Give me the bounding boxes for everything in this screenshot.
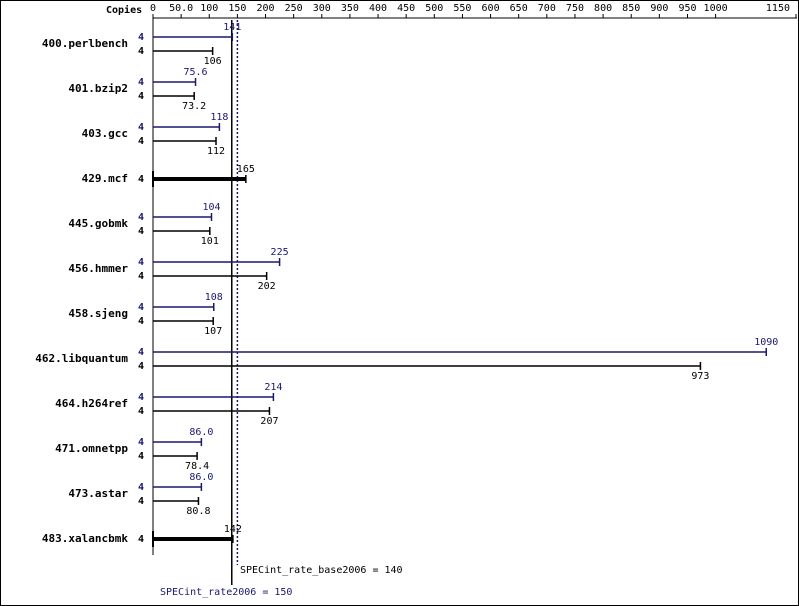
copies-label: 4 [138, 316, 144, 327]
copies-header: Copies [106, 4, 142, 16]
value-label: 141 [223, 22, 241, 33]
copies-label: 4 [138, 91, 144, 102]
copies-label: 4 [138, 32, 144, 43]
value-label: 108 [205, 292, 223, 303]
x-tick-label: 500 [425, 3, 443, 14]
copies-label: 4 [138, 212, 144, 223]
value-label: 207 [260, 416, 278, 427]
x-tick-label: 900 [650, 3, 668, 14]
value-label: 1090 [754, 337, 778, 348]
x-tick-label: 250 [285, 3, 303, 14]
copies-label: 4 [138, 302, 144, 313]
x-tick-label: 200 [256, 3, 274, 14]
copies-label: 4 [138, 392, 144, 403]
x-tick-label: 850 [622, 3, 640, 14]
copies-label: 4 [138, 174, 144, 185]
benchmark-label: 462.libquantum [35, 352, 128, 365]
copies-label: 4 [138, 257, 144, 268]
value-label: 202 [258, 281, 276, 292]
copies-label: 4 [138, 226, 144, 237]
value-label: 78.4 [185, 461, 209, 472]
reference-label: SPECint_rate_base2006 = 140 [240, 565, 403, 576]
value-label: 112 [207, 146, 225, 157]
value-label: 101 [201, 236, 219, 247]
value-label: 214 [264, 382, 282, 393]
x-tick-label: 550 [453, 3, 471, 14]
copies-label: 4 [138, 451, 144, 462]
copies-label: 4 [138, 77, 144, 88]
benchmark-label: 400.perlbench [42, 37, 128, 50]
copies-label: 4 [138, 122, 144, 133]
benchmark-label: 483.xalancbmk [42, 532, 128, 545]
value-label: 86.0 [189, 427, 213, 438]
x-tick-label: 450 [397, 3, 415, 14]
value-label: 142 [224, 524, 242, 535]
copies-label: 4 [138, 347, 144, 358]
benchmark-label: 429.mcf [82, 172, 128, 185]
x-tick-label: 700 [538, 3, 556, 14]
copies-label: 4 [138, 482, 144, 493]
benchmark-label: 458.sjeng [68, 307, 128, 320]
value-label: 107 [204, 326, 222, 337]
benchmark-label: 401.bzip2 [68, 82, 128, 95]
x-tick-label: 50.0 [169, 3, 193, 14]
x-tick-label: 150 [228, 3, 246, 14]
benchmark-label: 473.astar [68, 487, 128, 500]
x-tick-label: 0 [150, 3, 156, 14]
value-label: 225 [271, 247, 289, 258]
x-tick-label: 300 [313, 3, 331, 14]
value-label: 106 [204, 56, 222, 67]
value-label: 86.0 [189, 472, 213, 483]
x-tick-label: 800 [594, 3, 612, 14]
x-tick-label: 350 [341, 3, 359, 14]
benchmark-label: 471.omnetpp [55, 442, 128, 455]
value-label: 118 [210, 112, 228, 123]
copies-label: 4 [138, 136, 144, 147]
x-tick-label: 750 [566, 3, 584, 14]
copies-label: 4 [138, 406, 144, 417]
benchmark-label: 403.gcc [82, 127, 128, 140]
x-tick-label: 100 [200, 3, 218, 14]
benchmark-label: 456.hmmer [68, 262, 128, 275]
x-tick-label: 950 [678, 3, 696, 14]
copies-label: 4 [138, 534, 144, 545]
value-label: 73.2 [182, 101, 206, 112]
x-tick-label: 600 [482, 3, 500, 14]
x-tick-label: 650 [510, 3, 528, 14]
copies-label: 4 [138, 271, 144, 282]
reference-label: SPECint_rate2006 = 150 [160, 587, 292, 598]
benchmark-label: 445.gobmk [68, 217, 128, 230]
x-tick-label: 400 [369, 3, 387, 14]
copies-label: 4 [138, 361, 144, 372]
copies-label: 4 [138, 46, 144, 57]
copies-label: 4 [138, 496, 144, 507]
value-label: 165 [237, 164, 255, 175]
x-tick-label: 1000 [704, 3, 728, 14]
copies-label: 4 [138, 437, 144, 448]
benchmark-label: 464.h264ref [55, 397, 128, 410]
value-label: 973 [691, 371, 709, 382]
value-label: 80.8 [186, 506, 210, 517]
value-label: 75.6 [183, 67, 207, 78]
value-label: 104 [202, 202, 220, 213]
x-tick-label: 1150 [766, 3, 790, 14]
